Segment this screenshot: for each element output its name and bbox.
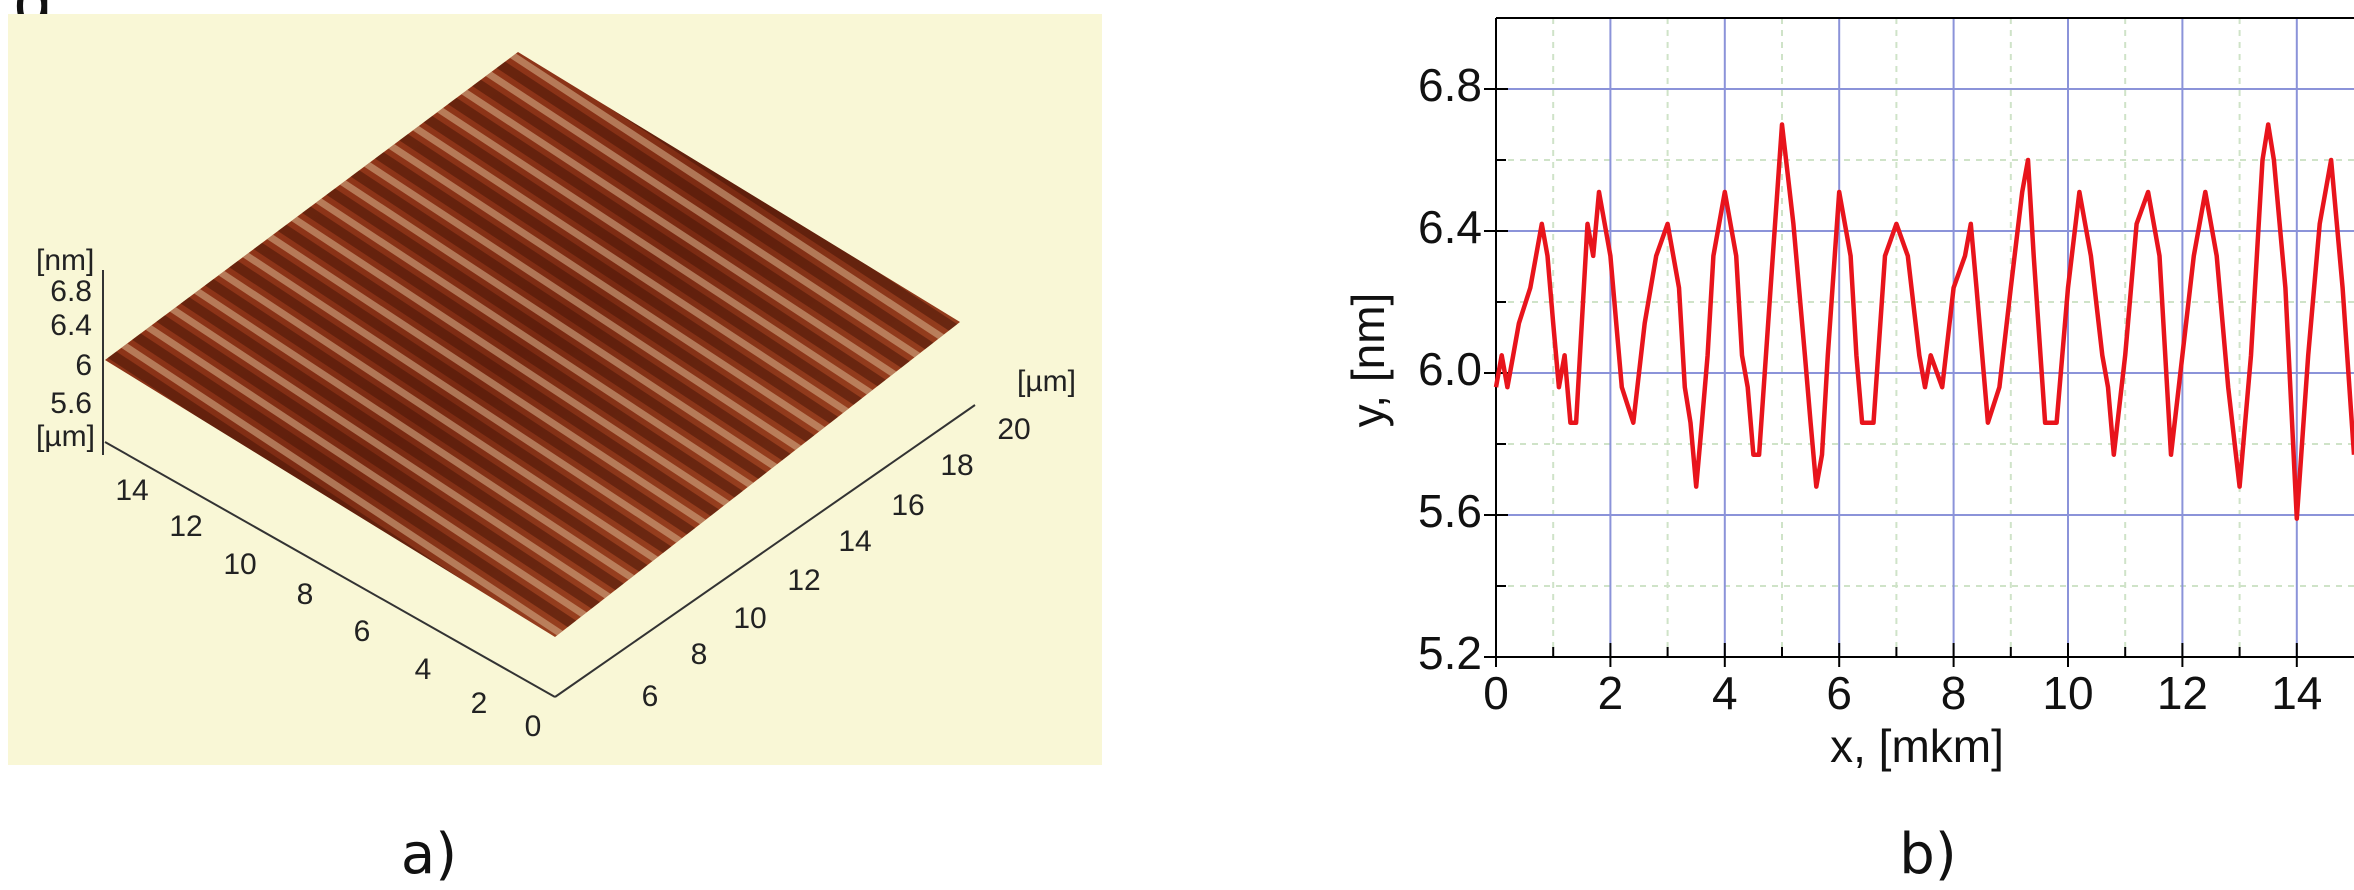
y-tick-label: 5.2 bbox=[1418, 627, 1482, 679]
afm-ridge bbox=[382, 138, 831, 437]
x-tick-label: 14 bbox=[2271, 667, 2322, 719]
afm-ridge bbox=[296, 200, 749, 503]
x-tick-label: 2 bbox=[1598, 667, 1624, 719]
afm-axis-label: [nm] bbox=[36, 244, 94, 277]
afm-ridge bbox=[248, 237, 701, 540]
afm-axis-label: 14 bbox=[838, 525, 871, 558]
afm-ridge bbox=[236, 247, 688, 549]
afm-ridge bbox=[369, 146, 820, 448]
afm-ridge bbox=[175, 291, 630, 596]
afm-ridge bbox=[320, 182, 773, 485]
y-tick-label: 6.8 bbox=[1418, 59, 1482, 111]
afm-x-axis bbox=[554, 404, 976, 698]
data-line bbox=[1493, 122, 2354, 521]
afm-ridge bbox=[358, 156, 808, 456]
y-tick-label: 6.0 bbox=[1418, 343, 1482, 395]
afm-ridge bbox=[309, 193, 760, 493]
afm-axis-label: 6 bbox=[642, 680, 659, 713]
afm-axis-label: 2 bbox=[471, 687, 488, 720]
afm-axis-label: 4 bbox=[415, 653, 432, 686]
afm-ridge bbox=[260, 229, 712, 530]
y-axis-title: y, [nm] bbox=[1342, 293, 1394, 428]
afm-ridge bbox=[126, 327, 582, 633]
afm-ridge bbox=[139, 319, 593, 623]
afm-axis-label: 8 bbox=[691, 638, 708, 671]
line-chart: 6.8 6.4 6.0 5.6 5.20 2 4 6 8 10 12 14 x, [mkm] y, [nm… bbox=[1342, 17, 2354, 772]
afm-ridge bbox=[199, 273, 654, 578]
x-tick-label: 12 bbox=[2157, 667, 2208, 719]
afm-axis-label: 18 bbox=[940, 449, 973, 482]
y-tick-label: 5.6 bbox=[1418, 485, 1482, 537]
x-tick-label: 6 bbox=[1826, 667, 1852, 719]
afm-ridge bbox=[406, 120, 855, 419]
afm-axis-label: 10 bbox=[223, 548, 256, 581]
afm-ridge bbox=[272, 219, 725, 522]
afm-axis-label: 12 bbox=[787, 564, 820, 597]
afm-axis-label: 20 bbox=[997, 413, 1030, 446]
afm-ridge bbox=[418, 110, 868, 411]
afm-ridge bbox=[442, 92, 892, 392]
y-tick-label: 6.4 bbox=[1418, 201, 1482, 253]
afm-ridge bbox=[431, 102, 879, 400]
afm-axis-label: 16 bbox=[891, 489, 924, 522]
afm-axis-label: 8 bbox=[297, 578, 314, 611]
afm-ridge bbox=[163, 301, 617, 604]
afm-ridge bbox=[479, 66, 927, 363]
x-axis-title: x, [mkm] bbox=[1830, 720, 2004, 772]
afm-axis-label: 10 bbox=[733, 602, 766, 635]
afm-axis-label: [µm] bbox=[36, 420, 95, 453]
afm-ridge bbox=[490, 55, 939, 355]
afm-panel: [nm]6.86.465.6[µm]14121086420[µm]2018161… bbox=[8, 14, 1102, 765]
afm-axis-label: 12 bbox=[169, 510, 202, 543]
afm-ridge bbox=[188, 283, 641, 586]
afm-ridge bbox=[455, 84, 903, 382]
afm-axis-label: 6 bbox=[354, 615, 371, 648]
afm-axis-label: [µm] bbox=[1017, 365, 1076, 398]
afm-ridges bbox=[105, 52, 960, 637]
afm-axis-label: 6.4 bbox=[50, 309, 92, 342]
caption-b: b) bbox=[1899, 822, 1956, 887]
plot-area bbox=[1496, 18, 2354, 657]
afm-axis-label: 6 bbox=[75, 349, 92, 382]
afm-ridge bbox=[393, 128, 844, 429]
afm-axis-label: 6.8 bbox=[50, 275, 92, 308]
afm-ridge bbox=[150, 309, 606, 615]
afm-axis-label: 0 bbox=[525, 710, 542, 743]
afm-ridge bbox=[345, 164, 796, 466]
x-tick-label: 8 bbox=[1941, 667, 1967, 719]
x-tick-label: 4 bbox=[1712, 667, 1738, 719]
afm-ridge bbox=[466, 74, 916, 374]
caption-a: a) bbox=[401, 822, 457, 887]
afm-ridge bbox=[333, 174, 784, 474]
afm-axis-label: 14 bbox=[115, 474, 148, 507]
x-tick-label: 10 bbox=[2042, 667, 2093, 719]
afm-ridge bbox=[503, 52, 951, 345]
afm-ridge bbox=[212, 265, 665, 567]
afm-y-axis bbox=[104, 441, 556, 698]
afm-ridge bbox=[115, 338, 569, 637]
afm-axis-label: 5.6 bbox=[50, 387, 92, 420]
afm-ridge bbox=[223, 255, 677, 559]
afm-ridge bbox=[285, 211, 736, 511]
x-tick-label: 0 bbox=[1483, 667, 1509, 719]
